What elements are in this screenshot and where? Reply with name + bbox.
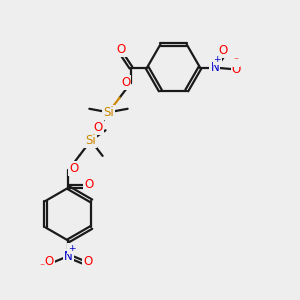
Text: O: O <box>84 178 94 191</box>
Text: O: O <box>83 255 92 268</box>
Text: ⁻: ⁻ <box>39 262 44 272</box>
Text: +: + <box>213 55 221 64</box>
Text: N: N <box>210 61 219 74</box>
Text: O: O <box>218 44 228 57</box>
Text: O: O <box>121 76 130 89</box>
Text: O: O <box>94 122 103 134</box>
Text: O: O <box>116 44 126 56</box>
Text: O: O <box>44 255 54 268</box>
Text: O: O <box>69 162 78 175</box>
Text: Si: Si <box>85 134 96 147</box>
Text: ⁻: ⁻ <box>234 56 239 66</box>
Text: N: N <box>64 250 73 262</box>
Text: O: O <box>232 62 241 76</box>
Text: Si: Si <box>103 106 114 119</box>
Text: +: + <box>68 244 75 253</box>
